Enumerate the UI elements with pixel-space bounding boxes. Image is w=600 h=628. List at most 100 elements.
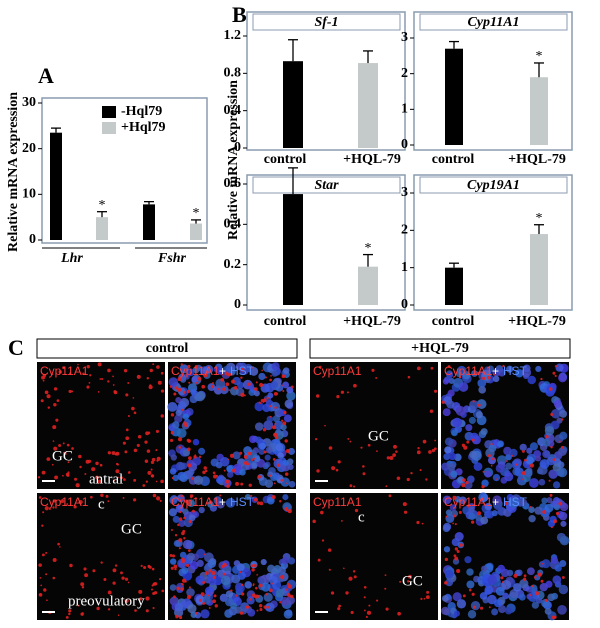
stain-dot <box>376 450 378 453</box>
stain-dot <box>45 551 48 554</box>
stain-dot <box>353 575 357 579</box>
stain-dot <box>274 433 277 437</box>
stain-dot <box>386 456 390 460</box>
nucleus <box>551 592 559 600</box>
stain-dot <box>261 369 263 372</box>
stain-dot <box>350 610 354 615</box>
stain-dot <box>107 608 111 611</box>
stain-dot <box>466 504 470 508</box>
stain-dot <box>276 463 281 467</box>
stain-dot <box>183 537 186 540</box>
bar <box>283 61 303 149</box>
stain-dot <box>529 463 535 468</box>
region-label: c <box>358 509 365 525</box>
image-background <box>37 362 165 489</box>
y-tick-label: 0.2 <box>224 257 242 272</box>
nucleus <box>255 436 263 444</box>
region-label: GC <box>402 573 423 589</box>
stain-dot <box>501 580 504 583</box>
stain-dot <box>282 389 285 392</box>
nucleus <box>175 397 182 404</box>
stain-dot <box>160 371 164 375</box>
stain-dot <box>247 382 251 386</box>
nucleus <box>265 446 273 454</box>
stain-dot <box>145 431 150 436</box>
condition-label: control <box>146 341 189 356</box>
stain-dot <box>180 587 184 591</box>
stain-dot <box>352 570 356 573</box>
chart-title: Cyp11A1 <box>467 15 519 30</box>
stain-dot <box>221 564 225 569</box>
stain-dot <box>88 602 90 605</box>
stain-dot <box>561 576 565 579</box>
stain-dot <box>124 450 128 454</box>
stain-dot <box>62 442 65 445</box>
stain-dot <box>145 480 149 483</box>
stain-label: + <box>492 495 499 509</box>
nucleus <box>219 457 230 467</box>
stain-dot <box>502 364 505 368</box>
stain-dot <box>279 499 282 503</box>
nucleus <box>169 584 177 591</box>
stain-dot <box>250 494 253 497</box>
nucleus <box>287 447 295 455</box>
stain-dot <box>420 597 423 601</box>
nucleus <box>447 462 456 471</box>
stain-dot <box>192 509 195 513</box>
nucleus <box>225 590 234 598</box>
stain-dot <box>389 455 394 460</box>
nucleus <box>198 447 206 455</box>
stain-dot <box>178 517 183 521</box>
stain-dot <box>191 477 194 480</box>
bar <box>283 194 303 305</box>
nucleus <box>252 447 260 454</box>
stain-dot <box>407 375 411 379</box>
stain-dot <box>416 366 421 371</box>
y-tick-label: 0 <box>234 297 241 312</box>
stain-dot <box>150 588 154 591</box>
stain-dot <box>132 397 135 399</box>
stain-dot <box>71 447 74 450</box>
stain-dot <box>181 583 184 586</box>
stain-label: Cyp11A1 <box>40 495 89 509</box>
stain-dot <box>95 461 99 466</box>
stain-dot <box>156 496 161 501</box>
stain-dot <box>555 511 560 516</box>
nucleus <box>480 516 489 525</box>
nucleus <box>442 408 451 417</box>
stain-dot <box>178 547 181 550</box>
stain-dot <box>253 497 258 502</box>
nucleus <box>550 556 559 564</box>
stain-dot <box>269 588 273 593</box>
stain-dot <box>315 438 318 441</box>
stain-dot <box>125 436 130 441</box>
nucleus <box>178 400 187 410</box>
stain-dot <box>541 562 544 565</box>
nucleus <box>560 520 567 527</box>
stain-dot <box>180 494 184 498</box>
stain-dot <box>347 438 350 440</box>
error-bar <box>288 167 298 195</box>
stain-dot <box>266 396 269 400</box>
stain-label: + <box>219 364 226 378</box>
nucleus <box>538 478 546 486</box>
stain-dot <box>42 373 47 378</box>
stain-dot <box>324 424 326 427</box>
nucleus <box>559 409 568 418</box>
stain-dot <box>66 503 69 506</box>
stain-dot <box>202 580 206 585</box>
stain-dot <box>41 553 45 557</box>
stain-dot <box>107 368 111 373</box>
stain-dot <box>416 520 420 525</box>
nucleus <box>280 423 287 431</box>
stain-dot <box>133 478 137 482</box>
error-bar <box>51 127 61 133</box>
stain-dot <box>269 378 272 382</box>
stain-label: HST <box>230 495 255 509</box>
nucleus <box>541 497 548 504</box>
bar <box>358 266 378 305</box>
nucleus <box>174 414 183 423</box>
stain-dot <box>274 406 277 409</box>
stain-dot <box>204 571 209 576</box>
stain-dot <box>187 463 192 468</box>
